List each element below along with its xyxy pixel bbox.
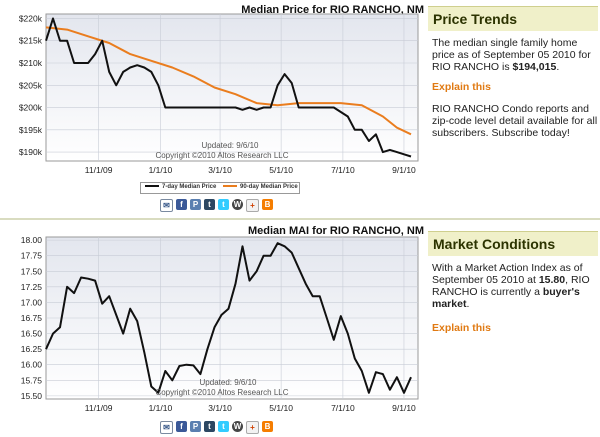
x-tick-label: 5/1/10 — [269, 403, 293, 413]
mc-text-before: With a Market Action Index as of Septemb… — [432, 262, 583, 286]
twitter-icon[interactable]: t — [218, 199, 229, 210]
x-tick-label: 7/1/10 — [331, 165, 355, 175]
legend-swatch-90day — [223, 185, 237, 188]
legend-label-7day: 7-day Median Price — [162, 184, 217, 190]
market-conditions-heading: Market Conditions — [428, 231, 598, 256]
x-tick-label: 9/1/10 — [392, 403, 416, 413]
y-tick-label: $190k — [19, 147, 43, 157]
price-trends-text: The median single family home price as o… — [432, 37, 598, 73]
price-updated-text: Updated: 9/6/10 — [202, 141, 259, 150]
legend-swatch-7day — [145, 185, 159, 188]
y-tick-label: 17.25 — [21, 282, 43, 292]
mai-section: Median MAI for RIO RANCHO, NM 15.50 15.75… — [0, 221, 600, 437]
price-trends-heading: Price Trends — [428, 6, 598, 31]
price-trends-panel: Price Trends The median single family ho… — [428, 6, 598, 139]
y-tick-label: $200k — [19, 103, 43, 113]
mai-share-bar: ✉ f P t t W + B — [160, 421, 273, 434]
market-explain-link[interactable]: Explain this — [432, 322, 491, 334]
share-icon[interactable]: + — [246, 421, 259, 434]
mai-chart: 15.50 15.75 16.00 16.25 16.50 16.75 17.00 17.25… — [21, 235, 419, 413]
x-tick-label: 11/1/09 — [85, 165, 113, 175]
series-line-90-day-median-price — [45, 26, 412, 136]
price-explain-link[interactable]: Explain this — [432, 81, 491, 93]
section-divider — [0, 218, 600, 220]
price-trends-text-before: The median single family home price as o… — [432, 37, 591, 73]
market-type: buyer's market — [432, 286, 580, 310]
x-tick-label: 9/1/10 — [392, 165, 416, 175]
price-section: Median Price for RIO RANCHO, NM $190k $19… — [19, 4, 598, 212]
mc-text-after: . — [466, 298, 470, 310]
mai-updated-text: Updated: 9/6/10 — [200, 378, 257, 387]
y-tick-label: 16.00 — [21, 360, 43, 370]
print-icon[interactable]: P — [190, 199, 201, 210]
twitter-icon[interactable]: t — [218, 421, 229, 432]
share-icon[interactable]: + — [246, 199, 259, 212]
facebook-icon[interactable]: f — [176, 199, 187, 210]
y-tick-label: $215k — [19, 36, 43, 46]
facebook-icon[interactable]: f — [176, 421, 187, 432]
price-chart-title: Median Price for RIO RANCHO, NM — [241, 4, 424, 16]
x-tick-label: 11/1/09 — [85, 403, 113, 413]
blogger-icon[interactable]: B — [262, 421, 273, 432]
mai-value: 15.80 — [538, 274, 566, 286]
y-tick-label: $195k — [19, 125, 43, 135]
email-icon[interactable]: ✉ — [160, 199, 173, 212]
mc-text-mid: , RIO RANCHO is currently a — [432, 274, 590, 298]
series-line-7-day-median-price — [45, 17, 412, 158]
market-conditions-panel: Market Conditions With a Market Action I… — [428, 231, 598, 334]
legend-item-7day: 7-day Median Price — [145, 184, 216, 190]
wordpress-icon[interactable]: W — [232, 199, 243, 210]
y-tick-label: 16.75 — [21, 313, 43, 323]
price-plot-area — [45, 13, 419, 162]
y-tick-label: 15.50 — [21, 391, 43, 401]
price-copyright-text: Copyright ©2010 Altos Research LLC — [155, 151, 288, 160]
x-tick-label: 3/1/10 — [208, 165, 232, 175]
price-trends-text-after: . — [556, 61, 560, 73]
price-chart: $190k $195k $200k $205k $210k $215k $220k 11/1… — [19, 13, 419, 175]
x-tick-label: 1/1/10 — [149, 165, 173, 175]
y-tick-label: $220k — [19, 13, 43, 23]
subscribe-promo-text: RIO RANCHO Condo reports and zip-code le… — [432, 103, 598, 139]
series-line-mai — [45, 242, 412, 394]
legend-label-90day: 90-day Median Price — [240, 184, 298, 190]
y-tick-label: $205k — [19, 80, 43, 90]
price-share-bar: ✉ f P t t W + B — [160, 199, 273, 212]
mai-copyright-text: Copyright ©2010 Altos Research LLC — [155, 388, 288, 397]
market-conditions-text: With a Market Action Index as of Septemb… — [432, 262, 598, 310]
x-tick-label: 7/1/10 — [331, 403, 355, 413]
y-tick-label: 17.00 — [21, 297, 43, 307]
blogger-icon[interactable]: B — [262, 199, 273, 210]
tumblr-icon[interactable]: t — [204, 421, 215, 432]
price-legend: 7-day Median Price 90-day Median Price — [140, 182, 300, 194]
y-tick-label: 17.75 — [21, 251, 43, 261]
email-icon[interactable]: ✉ — [160, 421, 173, 434]
median-price-value: $194,015 — [512, 61, 557, 73]
y-tick-label: 15.75 — [21, 375, 43, 385]
y-tick-label: 16.25 — [21, 344, 43, 354]
y-tick-label: 18.00 — [21, 235, 43, 245]
x-tick-label: 5/1/10 — [269, 165, 293, 175]
mai-chart-title: Median MAI for RIO RANCHO, NM — [248, 225, 424, 237]
y-tick-label: 17.50 — [21, 266, 43, 276]
y-tick-label: 16.50 — [21, 329, 43, 339]
y-tick-label: $210k — [19, 58, 43, 68]
wordpress-icon[interactable]: W — [232, 421, 243, 432]
print-icon[interactable]: P — [190, 421, 201, 432]
tumblr-icon[interactable]: t — [204, 199, 215, 210]
x-tick-label: 1/1/10 — [149, 403, 173, 413]
x-tick-label: 3/1/10 — [208, 403, 232, 413]
legend-item-90day: 90-day Median Price — [223, 184, 298, 190]
